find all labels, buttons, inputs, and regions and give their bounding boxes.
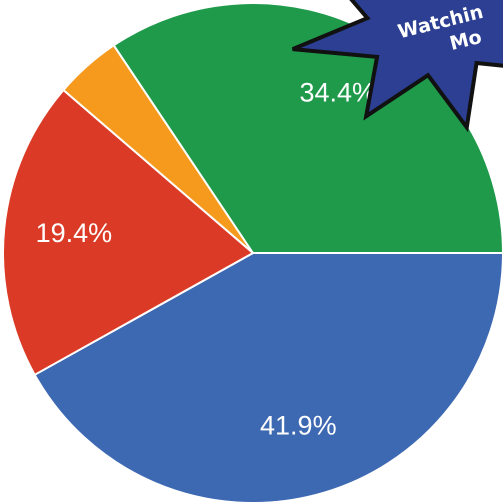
value-label: 41.9%: [260, 410, 337, 440]
chart: 41.9%19.4%34.4% Watchin Mo: [0, 0, 503, 504]
value-label: 34.4%: [299, 77, 376, 107]
value-label: 19.4%: [36, 218, 113, 248]
